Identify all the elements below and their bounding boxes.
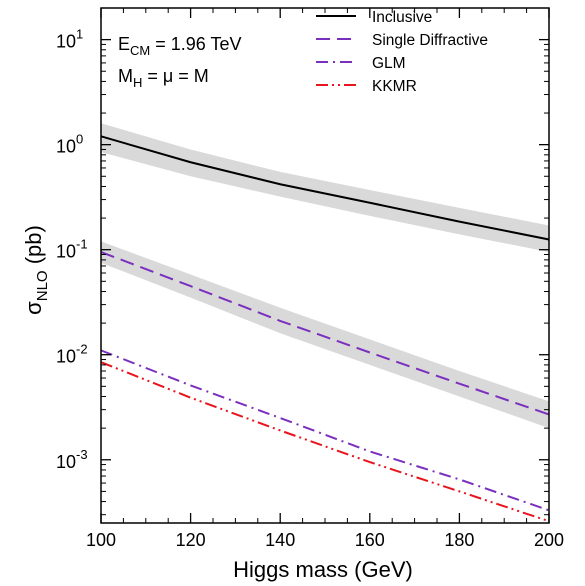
- x-tick-label: 200: [534, 530, 564, 550]
- x-tick-label: 100: [86, 530, 116, 550]
- x-tick-label: 160: [355, 530, 385, 550]
- y-axis-ticks: 101 100 10-1 10-2 10-3: [56, 7, 549, 516]
- y-axis-label-main: σ: [21, 301, 46, 315]
- legend-label: KKMR: [372, 78, 417, 95]
- legend-label: Single Diffractive: [372, 32, 488, 49]
- annotation: ECM = 1.96 TeV: [118, 34, 241, 58]
- series-line-single-diffractive: [100, 251, 550, 416]
- y-tick-label: 10-1: [56, 237, 88, 262]
- series-line-kkmr: [100, 361, 550, 523]
- x-axis-label: Higgs mass (GeV): [233, 557, 413, 582]
- y-axis-label-sub: NLO: [34, 270, 51, 301]
- y-tick-label: 10-3: [56, 447, 88, 472]
- legend: Inclusive Single Diffractive GLM KKMR: [316, 9, 488, 95]
- series-lines: [100, 135, 550, 523]
- y-tick-label: 10-2: [56, 342, 88, 367]
- annotations: ECM = 1.96 TeV MH = μ = M: [118, 34, 241, 90]
- x-tick-label: 120: [176, 530, 206, 550]
- y-axis-label: σNLO (pb): [21, 225, 51, 315]
- x-axis-ticks: 100 120 140 160 180 200: [86, 8, 564, 550]
- x-tick-label: 140: [265, 530, 295, 550]
- y-axis-label-unit-text: (pb): [21, 225, 46, 264]
- x-tick-label: 180: [444, 530, 474, 550]
- legend-label: Inclusive: [372, 9, 432, 26]
- y-tick-label: 101: [56, 27, 83, 52]
- band-single-diffractive: [101, 241, 549, 429]
- annotation: MH = μ = M: [118, 66, 209, 90]
- y-tick-label: 100: [56, 132, 83, 157]
- uncertainty-bands: [101, 123, 549, 429]
- legend-label: GLM: [372, 55, 406, 72]
- band-inclusive: [101, 123, 549, 253]
- series-line-inclusive: [100, 135, 550, 241]
- series-line-glm: [100, 349, 550, 512]
